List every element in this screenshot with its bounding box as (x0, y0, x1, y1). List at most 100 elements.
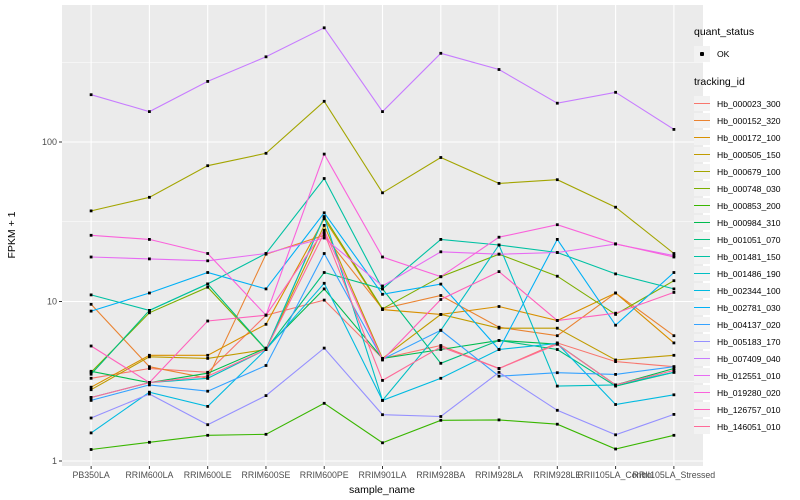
data-point (89, 396, 93, 399)
legend-line-swatch-icon (694, 255, 710, 258)
data-point (148, 257, 151, 261)
data-point (439, 238, 443, 241)
data-point (555, 274, 559, 278)
legend-key-box (694, 317, 710, 332)
legend-key-box (694, 198, 710, 213)
data-point (555, 251, 559, 254)
data-point (614, 242, 617, 246)
legend-label: Hb_000505_150 (717, 149, 781, 160)
legend-label: Hb_019280_020 (717, 387, 781, 398)
legend-entry-Hb_007409_040: Hb_007409_040 (694, 350, 800, 367)
data-point (89, 233, 93, 237)
data-point (206, 319, 210, 323)
data-point (672, 291, 676, 294)
legend-entry-Hb_019280_020: Hb_019280_020 (694, 384, 800, 401)
data-point (555, 371, 559, 375)
data-point (148, 365, 151, 369)
data-point (148, 355, 151, 359)
data-point (614, 90, 617, 94)
legend-label: Hb_000679_100 (717, 166, 781, 177)
legend-entry-Hb_001486_190: Hb_001486_190 (694, 265, 800, 282)
data-point (322, 26, 326, 30)
legend-label: Hb_001051_070 (717, 234, 781, 245)
legend-label: Hb_000023_300 (717, 98, 781, 109)
data-point (381, 110, 384, 113)
legend-line-swatch-icon (694, 323, 710, 326)
data-point (148, 353, 151, 357)
legend-key-box (694, 164, 710, 179)
data-point (89, 416, 93, 420)
legend-key-box (694, 402, 710, 417)
legend-label: Hb_000152_320 (717, 115, 781, 126)
data-point (672, 365, 676, 369)
data-point (322, 217, 326, 221)
data-point (206, 433, 210, 437)
data-point (497, 235, 501, 239)
data-point (672, 252, 676, 255)
data-point (439, 156, 443, 159)
data-point (439, 250, 443, 254)
data-point (206, 423, 210, 427)
data-point (497, 418, 501, 422)
data-point (555, 101, 559, 105)
data-point (497, 370, 501, 374)
data-point (322, 211, 326, 215)
data-points (89, 26, 676, 451)
legend-entry-Hb_001481_150: Hb_001481_150 (694, 248, 800, 265)
data-point (89, 399, 93, 402)
data-point (672, 393, 676, 397)
data-point (497, 348, 501, 351)
data-point (497, 243, 501, 247)
data-point (89, 385, 93, 389)
data-point (322, 152, 326, 156)
x-tick-label: RRIM928BA (416, 470, 465, 480)
legend-line-swatch-icon (694, 425, 710, 428)
data-point (322, 236, 326, 240)
legend-key-box (694, 181, 710, 196)
data-point (206, 285, 210, 289)
legend: quant_status OK tracking_id Hb_000023_30… (694, 26, 800, 435)
legend-tracking-entries: Hb_000023_300 Hb_000152_320 Hb_000172_100 H… (694, 95, 800, 435)
data-point (322, 231, 326, 235)
data-point (672, 287, 676, 291)
data-point (206, 259, 210, 263)
data-point (439, 313, 443, 316)
data-point (672, 334, 676, 338)
data-point (322, 233, 326, 237)
legend-line-swatch-icon (694, 238, 710, 241)
data-point (497, 270, 501, 273)
legend-key-box (694, 147, 710, 162)
legend-line-swatch-icon (694, 306, 710, 309)
x-tick-label: RRIM600LE (184, 470, 232, 480)
data-point (614, 433, 617, 437)
legend-key-box (694, 351, 710, 366)
data-point (381, 358, 384, 362)
legend-line-swatch-icon (694, 102, 710, 105)
x-tick-label: PB350LA (73, 470, 110, 480)
legend-line-swatch-icon (694, 340, 710, 343)
data-point (206, 282, 210, 286)
data-point (672, 353, 676, 357)
data-point (148, 311, 151, 315)
x-tick-label: RRII105LA_Stressed (633, 470, 716, 480)
legend-line-swatch-icon (694, 170, 710, 173)
data-point (148, 238, 151, 241)
data-point (614, 311, 617, 315)
legend-key-box (694, 215, 710, 230)
data-point (439, 298, 443, 301)
data-point (264, 151, 268, 155)
legend-entry-Hb_000853_200: Hb_000853_200 (694, 197, 800, 214)
data-point (322, 401, 326, 405)
legend-key-box (694, 130, 710, 145)
data-point (614, 323, 617, 327)
legend-entry-Hb_146051_010: Hb_146051_010 (694, 418, 800, 435)
legend-key-box (694, 46, 710, 62)
data-point (206, 271, 210, 274)
data-point (148, 381, 151, 384)
legend-line-swatch-icon (694, 272, 710, 275)
data-point (439, 275, 443, 279)
data-point (672, 271, 676, 274)
legend-label: Hb_000853_200 (717, 200, 781, 211)
legend-key-box (694, 283, 710, 298)
